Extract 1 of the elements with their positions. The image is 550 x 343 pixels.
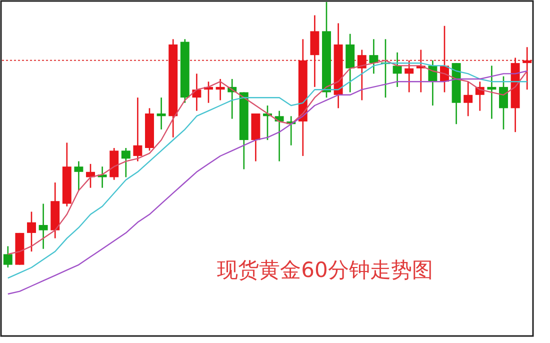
text: 现货黄金60分钟走势图 (217, 258, 433, 282)
